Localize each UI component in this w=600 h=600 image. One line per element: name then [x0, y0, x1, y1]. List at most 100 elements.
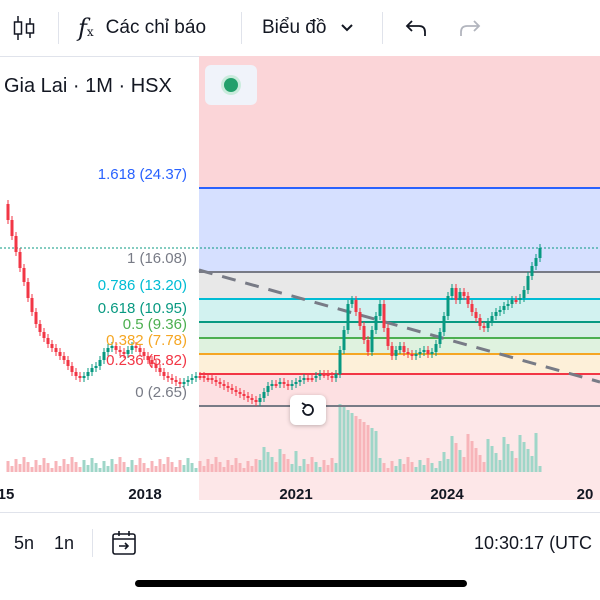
candle-body	[314, 376, 318, 378]
clock-time[interactable]: 10:30:17 (UTC	[474, 513, 592, 573]
volume-bar	[246, 461, 250, 472]
volume-bar	[458, 450, 462, 472]
redo-icon	[460, 20, 481, 36]
volume-bar	[266, 452, 270, 472]
candle-body	[478, 318, 482, 326]
volume-bar	[482, 462, 486, 472]
volume-bar	[6, 461, 10, 472]
chevron-down-icon	[341, 24, 354, 32]
fib-zone-bottom	[199, 406, 600, 500]
candle-body	[210, 378, 214, 380]
candle-body	[266, 386, 270, 392]
candle-body	[470, 304, 474, 312]
volume-bar	[338, 404, 342, 472]
reset-chart-button[interactable]	[290, 395, 326, 425]
range-1y-button[interactable]: 1n	[54, 513, 74, 573]
volume-bar	[70, 457, 74, 472]
indicators-button[interactable]: fx Các chỉ báo	[78, 0, 206, 56]
volume-bar	[398, 459, 402, 472]
volume-bar	[286, 459, 290, 472]
volume-bar	[470, 441, 474, 472]
volume-bar	[334, 463, 338, 472]
volume-bar	[498, 460, 502, 472]
candle-body	[362, 326, 366, 340]
fib-zone	[199, 354, 600, 374]
toolbar-divider	[382, 12, 383, 44]
candle-body	[534, 258, 538, 266]
volume-bar	[490, 446, 494, 472]
redo-button[interactable]	[458, 0, 482, 56]
volume-bar	[446, 459, 450, 472]
goto-date-button[interactable]	[110, 513, 138, 573]
candle-body	[94, 366, 98, 368]
volume-bar	[54, 461, 58, 472]
volume-bar	[258, 460, 262, 472]
volume-bar	[342, 407, 346, 472]
candle-body	[66, 360, 70, 366]
candle-body	[418, 352, 422, 354]
candle-body	[474, 312, 478, 318]
range-5y-button[interactable]: 5n	[14, 513, 34, 573]
volume-bar	[522, 442, 526, 472]
candle-body	[282, 382, 286, 384]
undo-icon	[405, 20, 426, 36]
candle-body	[366, 340, 370, 352]
volume-bar	[190, 463, 194, 472]
volume-bar	[254, 459, 258, 472]
volume-bar	[462, 457, 466, 472]
candle-body	[442, 316, 446, 332]
candle-body	[150, 360, 154, 364]
volume-bar	[506, 444, 510, 472]
market-status-button[interactable]	[205, 65, 257, 105]
volume-bar	[330, 458, 334, 472]
candle-body	[10, 220, 14, 236]
candle-body	[274, 384, 278, 386]
candle-body	[26, 282, 30, 298]
candle-body	[302, 378, 306, 380]
volume-bar	[366, 425, 370, 472]
volume-bar	[106, 466, 110, 472]
candle-body	[486, 322, 490, 328]
price-chart[interactable]: 1.618 (24.37) 1 (16.08) 0.786 (13.20) 0.618…	[0, 56, 600, 500]
x-axis-tick-label: 20	[577, 486, 594, 500]
volume-bar	[170, 462, 174, 472]
volume-bar	[302, 459, 306, 472]
candle-body	[346, 304, 350, 330]
candle-body	[134, 346, 138, 348]
fib-zone	[199, 299, 600, 322]
volume-bar	[42, 458, 46, 472]
volume-bar	[142, 463, 146, 472]
candle-body	[178, 382, 182, 384]
volume-bar	[378, 458, 382, 472]
volume-bar	[494, 453, 498, 472]
volume-bar	[262, 447, 266, 472]
symbol-title[interactable]: Gia Lai · 1M · HSX	[0, 64, 172, 108]
candle-body	[54, 348, 58, 352]
volume-bar	[478, 455, 482, 472]
toolbar-divider	[58, 12, 59, 44]
undo-button[interactable]	[404, 0, 428, 56]
volume-bar	[406, 457, 410, 472]
candle-body	[406, 352, 410, 354]
candle-body	[318, 374, 322, 376]
chart-area[interactable]: 1.618 (24.37) 1 (16.08) 0.786 (13.20) 0.618…	[0, 56, 600, 500]
candle-body	[294, 382, 298, 384]
volume-bar	[294, 451, 298, 472]
candle-body	[358, 312, 362, 326]
candle-body	[510, 300, 514, 304]
volume-bar	[278, 449, 282, 472]
volume-bar	[94, 463, 98, 472]
volume-bar	[58, 466, 62, 472]
volume-bar	[402, 464, 406, 472]
chart-type-button[interactable]: Biểu đồ	[262, 0, 354, 56]
fib-level-label: 1.618 (24.37)	[98, 166, 187, 183]
candle-body	[374, 316, 378, 330]
candle-body	[246, 396, 250, 398]
volume-bar	[442, 452, 446, 472]
candles-icon[interactable]	[12, 0, 36, 56]
volume-bar	[518, 435, 522, 472]
candle-body	[482, 326, 486, 328]
candle-body	[182, 382, 186, 384]
volume-bar	[102, 461, 106, 472]
candle-body	[206, 378, 210, 380]
